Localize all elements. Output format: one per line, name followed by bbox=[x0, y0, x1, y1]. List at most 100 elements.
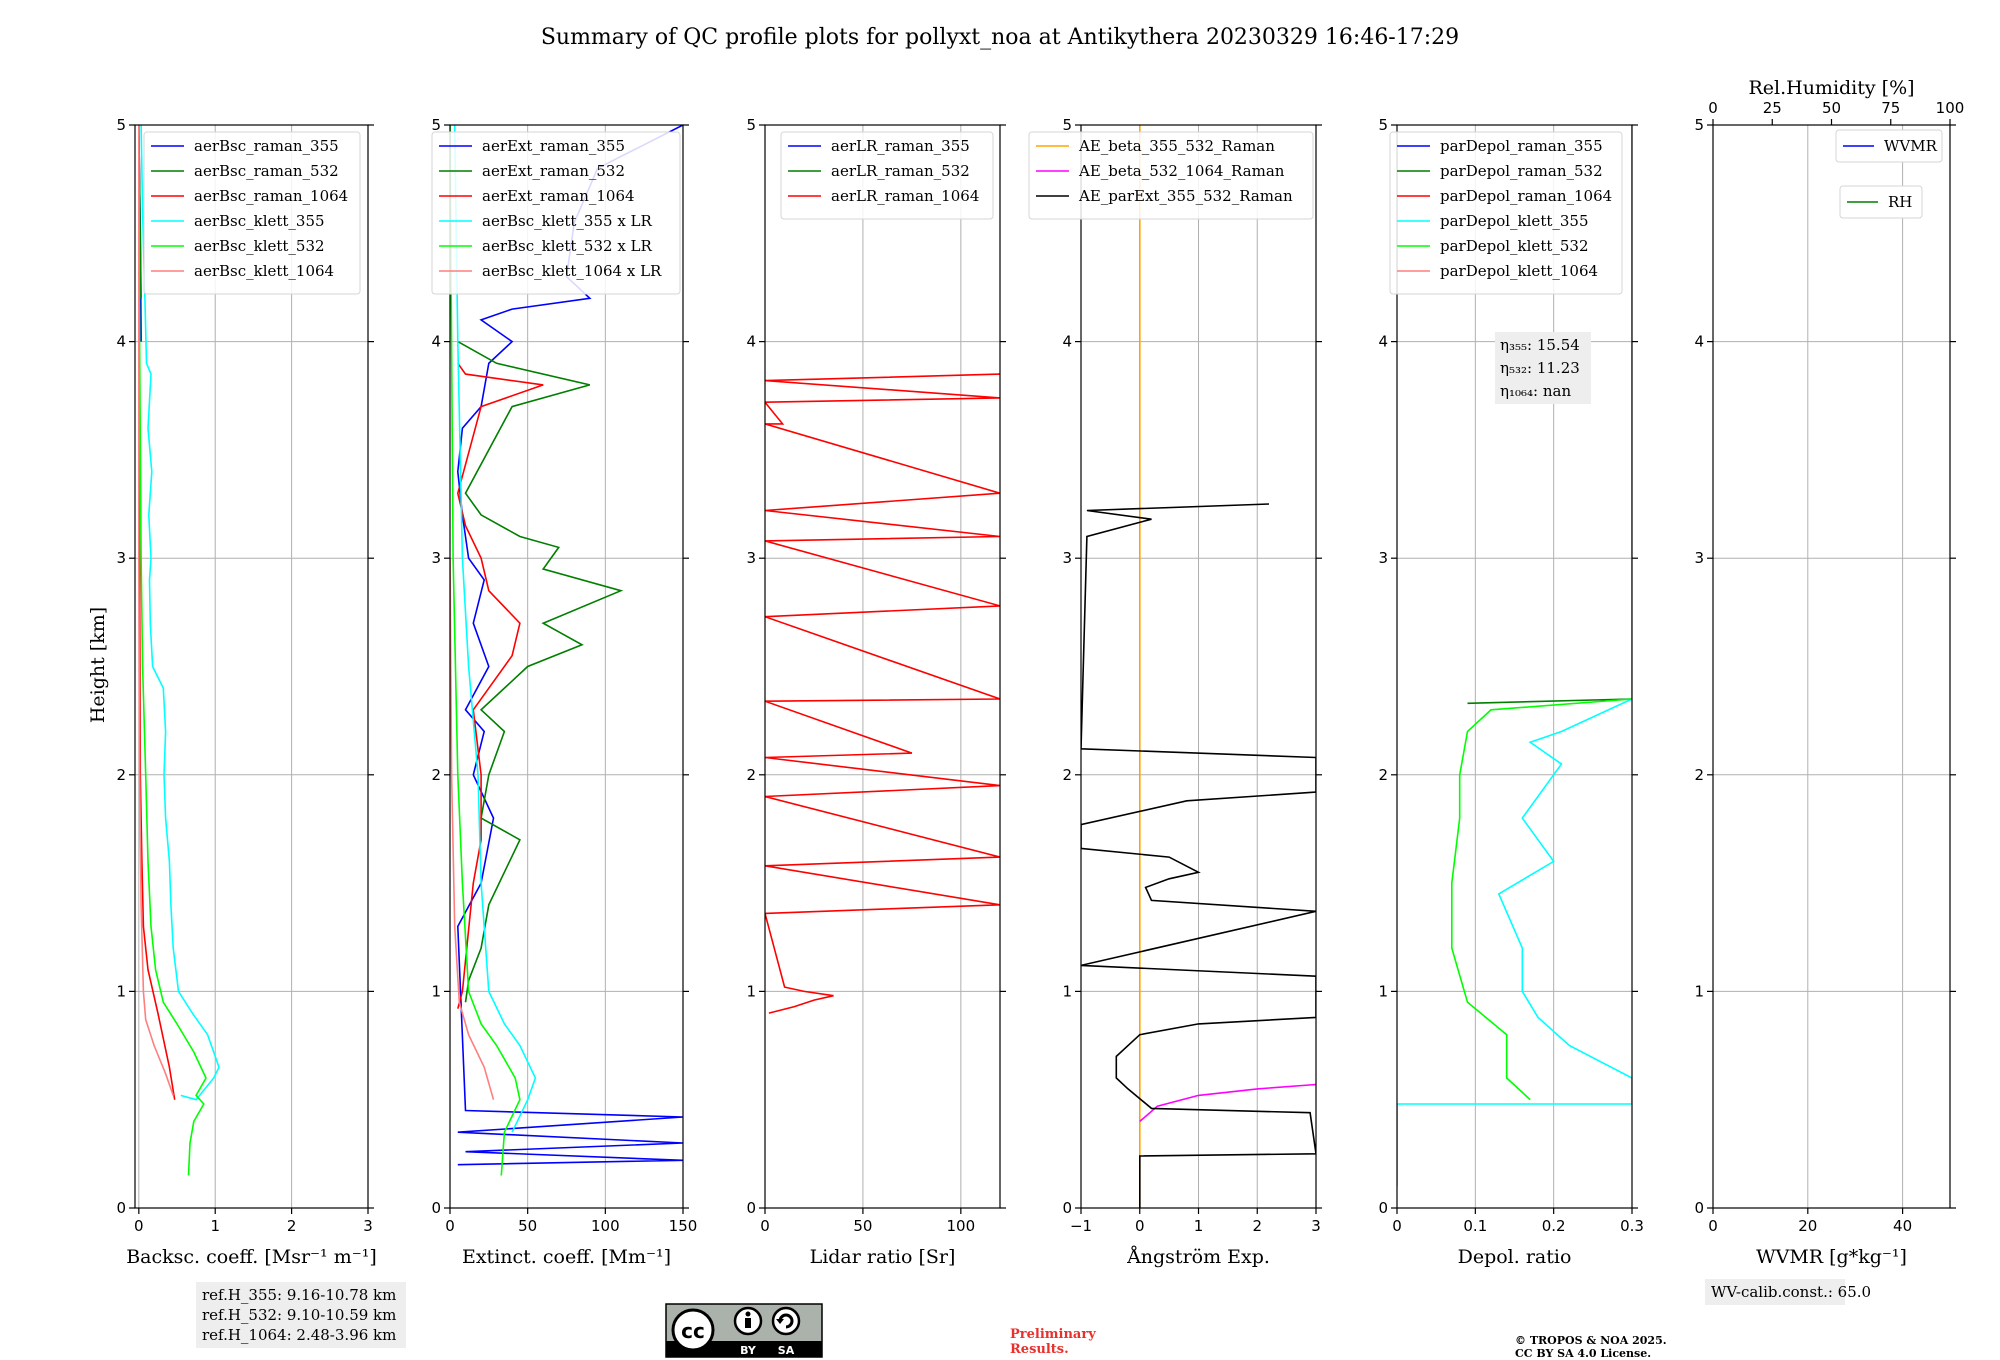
chart-panel-2: 0 50 100 150 0 1 2 3 4 5 Extinct. coeff. [Mm⁻¹] aer… bbox=[431, 116, 697, 1268]
legend-box bbox=[1839, 185, 1923, 219]
axes-frame bbox=[1712, 124, 1951, 1209]
panels: 0 1 2 3 0 1 2 3 4 5 Backsc. coeff. [Msr⁻¹ m⁻¹] aerB… bbox=[116, 77, 1964, 1268]
y-tick-label: 1 bbox=[746, 982, 756, 1000]
legend-box bbox=[1835, 129, 1943, 163]
legend-entry: aerBsc_raman_355 bbox=[194, 137, 339, 155]
share-alike-icon bbox=[771, 1306, 801, 1336]
ref-height-355: ref.H_355: 9.16-10.78 km bbox=[202, 1286, 396, 1304]
series-line-aerBsc_klett_1064 x LR bbox=[450, 558, 495, 1100]
top-x-tick-label: 0 bbox=[1708, 99, 1718, 117]
y-tick-label: 5 bbox=[431, 116, 441, 134]
y-tick-label: 1 bbox=[116, 982, 126, 1000]
cc-logo-text: cc bbox=[681, 1319, 705, 1343]
x-tick-label: 50 bbox=[518, 1217, 537, 1235]
legend: AE_beta_355_532_Raman AE_beta_532_1064_Ra… bbox=[1028, 131, 1314, 220]
chart-panel-3: 0 50 100 0 1 2 3 4 5 Lidar ratio [Sr] aerLR_raman_… bbox=[746, 116, 1006, 1268]
series-line-AE_parExt_355_532_Raman bbox=[1081, 503, 1316, 1208]
legend-entry: AE_beta_355_532_Raman bbox=[1078, 137, 1275, 155]
copyright-line2: CC BY SA 4.0 License. bbox=[1515, 1347, 1651, 1360]
legend-box bbox=[431, 131, 681, 295]
ref-height-1064: ref.H_1064: 2.48-3.96 km bbox=[202, 1326, 396, 1344]
top-x-tick-label: 50 bbox=[1822, 99, 1841, 117]
legend-entry: parDepol_klett_355 bbox=[1440, 212, 1589, 230]
legend-entry: aerBsc_klett_1064 x LR bbox=[482, 262, 662, 280]
series-line-aerBsc_klett_532 bbox=[138, 125, 207, 1176]
y-tick-label: 2 bbox=[431, 766, 441, 784]
x-tick-label: 2 bbox=[287, 1217, 297, 1235]
eta-355: η₃₅₅: 15.54 bbox=[1500, 336, 1580, 354]
y-tick-label: 4 bbox=[1378, 333, 1388, 351]
preliminary-label-line1: Preliminary bbox=[1010, 1327, 1096, 1342]
legend-entry: aerLR_raman_532 bbox=[831, 162, 970, 180]
y-tick-label: 3 bbox=[1378, 549, 1388, 567]
legend-entry: WVMR bbox=[1884, 137, 1938, 155]
y-tick-label: 2 bbox=[116, 766, 126, 784]
y-tick-label: 4 bbox=[1062, 333, 1072, 351]
series-line-aerExt_raman_1064 bbox=[456, 362, 544, 1009]
y-tick-label: 0 bbox=[1378, 1199, 1388, 1217]
x-tick-label: 0.1 bbox=[1463, 1217, 1487, 1235]
legend-entry: AE_beta_532_1064_Raman bbox=[1078, 162, 1285, 180]
legend: parDepol_raman_355 parDepol_raman_532 parD… bbox=[1389, 131, 1623, 295]
x-axis-label: Ångström Exp. bbox=[1126, 1246, 1270, 1268]
y-tick-label: 5 bbox=[116, 116, 126, 134]
y-tick-label: 3 bbox=[116, 549, 126, 567]
y-tick-label: 0 bbox=[431, 1199, 441, 1217]
legend: WVMR RH bbox=[1835, 129, 1943, 219]
series-group bbox=[1397, 125, 1632, 1187]
legend-entry: aerExt_raman_532 bbox=[482, 162, 625, 180]
ref-height-532: ref.H_532: 9.10-10.59 km bbox=[202, 1306, 396, 1324]
series-group bbox=[1081, 125, 1316, 1208]
x-tick-label: 100 bbox=[591, 1217, 620, 1235]
series-line-aerBsc_klett_1064 bbox=[138, 125, 174, 1096]
legend-box bbox=[143, 131, 361, 295]
wv-calib-const: WV-calib.const.: 65.0 bbox=[1711, 1283, 1871, 1301]
y-tick-label: 4 bbox=[116, 333, 126, 351]
by-attribution-icon bbox=[733, 1306, 763, 1336]
legend-entry: aerExt_raman_355 bbox=[482, 137, 625, 155]
eta-box: η₃₅₅: 15.54 η₅₃₂: 11.23 η₁₀₆₄: nan bbox=[1495, 332, 1591, 404]
legend-entry: aerBsc_klett_532 x LR bbox=[482, 237, 653, 255]
x-tick-label: 50 bbox=[853, 1217, 872, 1235]
axes-frame bbox=[449, 124, 684, 1209]
y-axis-label: Height [km] bbox=[87, 607, 109, 723]
x-tick-label: 1 bbox=[1194, 1217, 1204, 1235]
x-tick-label: 100 bbox=[947, 1217, 976, 1235]
y-tick-label: 2 bbox=[1378, 766, 1388, 784]
series-line-parDepol_klett_355 bbox=[1397, 125, 1632, 1187]
series-line-parDepol_raman_532 bbox=[1467, 698, 1632, 705]
legend: aerBsc_raman_355 aerBsc_raman_532 aerBsc_r… bbox=[143, 131, 361, 295]
x-tick-label: 0 bbox=[134, 1217, 144, 1235]
series-line-aerExt_raman_355 bbox=[456, 125, 683, 1166]
x-tick-label: 2 bbox=[1252, 1217, 1262, 1235]
series-line-aerLR_raman_1064 bbox=[765, 373, 1000, 1014]
legend: aerLR_raman_355 aerLR_raman_532 aerLR_rama… bbox=[780, 131, 994, 220]
y-tick-label: 3 bbox=[746, 549, 756, 567]
series-line-AE_beta_532_1064_Raman bbox=[1139, 1083, 1316, 1123]
legend-entry: aerExt_raman_1064 bbox=[482, 187, 635, 205]
y-tick-label: 0 bbox=[1062, 1199, 1072, 1217]
preliminary-label-line2: Results. bbox=[1010, 1342, 1069, 1357]
cc-license-badge: cc BY SA bbox=[665, 1303, 823, 1358]
x-tick-label: 0.2 bbox=[1542, 1217, 1566, 1235]
series-line-aerExt_raman_532 bbox=[457, 340, 624, 1003]
legend-entry: parDepol_raman_355 bbox=[1440, 137, 1603, 155]
y-tick-label: 5 bbox=[746, 116, 756, 134]
wv-calib-box: WV-calib.const.: 65.0 bbox=[1705, 1279, 1871, 1305]
y-tick-label: 1 bbox=[1378, 982, 1388, 1000]
y-tick-label: 5 bbox=[1378, 116, 1388, 134]
legend-entry: parDepol_raman_532 bbox=[1440, 162, 1603, 180]
x-tick-label: 0 bbox=[1135, 1217, 1145, 1235]
series-group bbox=[450, 125, 683, 1176]
y-tick-label: 5 bbox=[1062, 116, 1072, 134]
legend-entry: parDepol_raman_1064 bbox=[1440, 187, 1612, 205]
cc-by-label: BY bbox=[740, 1344, 757, 1357]
x-axis-label: Depol. ratio bbox=[1458, 1246, 1572, 1268]
series-group bbox=[765, 373, 1000, 1014]
figure-title: Summary of QC profile plots for pollyxt_… bbox=[541, 25, 1459, 50]
axes-frame bbox=[764, 124, 1001, 1209]
chart-panel-6: 0 20 40 0 1 2 3 4 5 WVMR [g*kg⁻¹] 0 25 50 75 100 Rel.Hu… bbox=[1694, 77, 1964, 1268]
series-line-aerBsc_klett_532 x LR bbox=[450, 125, 521, 1176]
